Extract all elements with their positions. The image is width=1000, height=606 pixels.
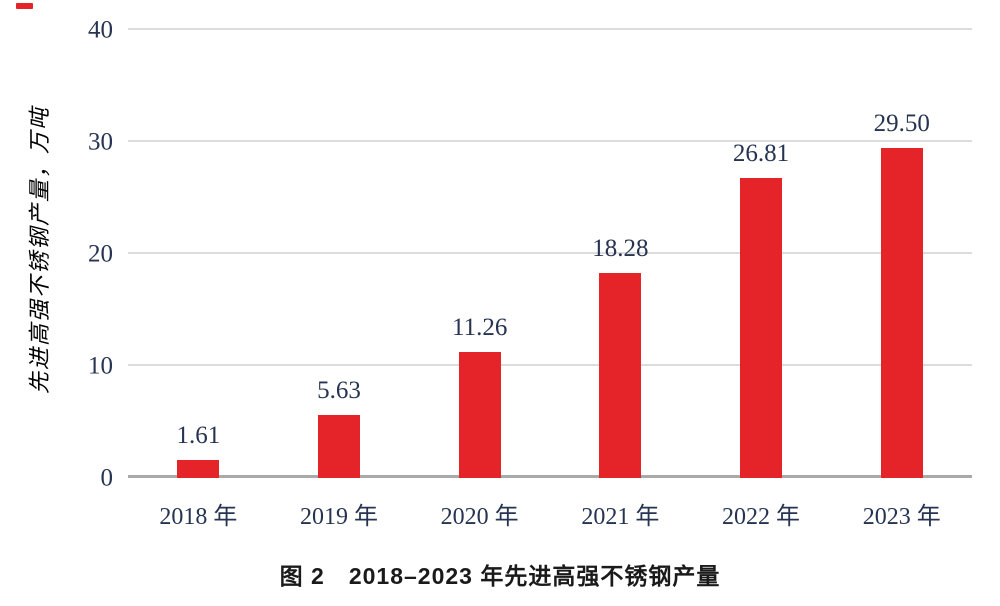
gridline-20 [128,252,972,254]
y-tick-label-0: 0 [100,464,114,492]
x-tick-label: 2020 年 [440,504,519,530]
x-axis-tick-labels: 2018 年 2019 年 2020 年 2021 年 2022 年 2023 年 [128,496,972,531]
y-tick-label-30: 30 [88,128,113,156]
bar [599,273,642,478]
x-tick-label: 2018 年 [159,504,238,530]
gridline-10 [128,364,972,366]
bar [318,414,360,478]
y-tick-label-10: 10 [88,352,113,380]
x-axis-line [128,475,972,478]
bar [177,459,220,478]
bar-value-label: 18.28 [592,235,649,263]
bar-value-label: 5.63 [317,376,361,404]
bar-slot: 5.63 [269,30,410,478]
figure-caption: 图 2 2018–2023 年先进高强不锈钢产量 [279,563,721,589]
y-tick-label-20: 20 [88,240,113,268]
bar-value-label: 1.61 [176,421,221,449]
plot-area: 1.61 5.63 11.26 18.28 26.81 29.50 [128,28,972,478]
y-axis-tick-labels: 0 10 20 30 40 [0,18,113,491]
bar-slot: 18.28 [550,30,691,478]
red-corner-mark [16,3,33,9]
x-tick-label: 2021 年 [581,504,660,530]
bar-series: 1.61 5.63 11.26 18.28 26.81 29.50 [128,30,972,478]
bar-value-label: 26.81 [732,139,790,167]
bar-slot: 29.50 [831,30,972,478]
bar [740,177,783,478]
bar-slot: 11.26 [409,30,550,478]
y-tick-label-40: 40 [88,16,113,44]
x-tick-label: 2019 年 [300,504,378,530]
x-tick-label: 2022 年 [722,504,801,530]
bar [880,147,923,478]
bar-value-label: 29.50 [873,109,930,137]
bar-value-label: 11.26 [452,313,508,341]
bar [458,351,501,478]
gridline-30 [128,140,972,142]
bar-slot: 1.61 [128,30,269,478]
gridline-40 [128,28,972,30]
bar-slot: 26.81 [691,30,832,478]
x-tick-label: 2023 年 [862,504,941,530]
